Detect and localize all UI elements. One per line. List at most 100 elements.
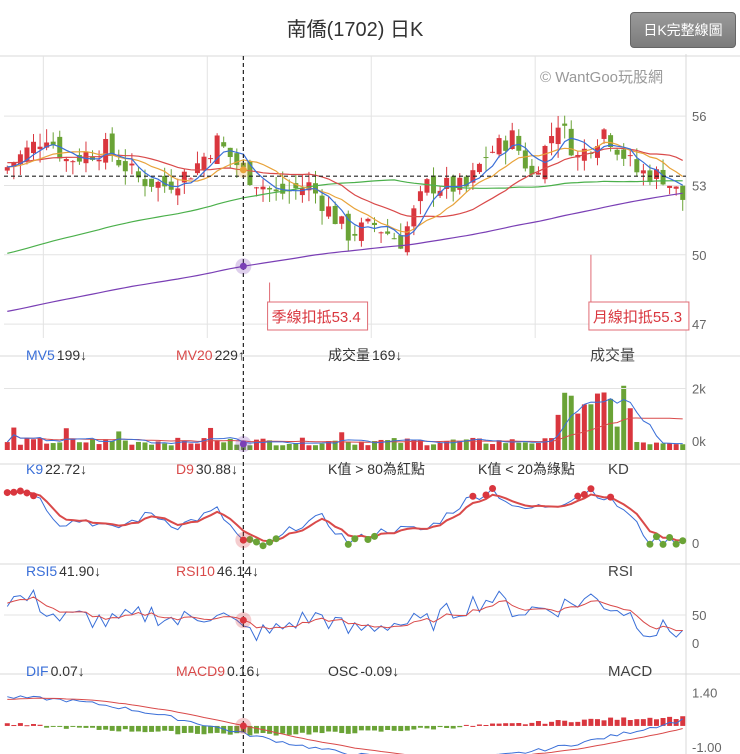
osc-bar <box>299 725 305 733</box>
candle-body <box>470 170 476 183</box>
k-overbought-dot <box>16 487 24 495</box>
osc-bar <box>516 723 522 726</box>
volume-bar <box>103 439 109 450</box>
osc-bar <box>588 718 594 726</box>
indicator-header: K9 22.72↓ <box>26 461 87 477</box>
candle-body <box>273 189 279 192</box>
k-line <box>7 487 683 547</box>
osc-bar <box>594 719 600 726</box>
k-overbought-dot <box>489 484 497 492</box>
volume-bar <box>24 437 30 450</box>
osc-bar <box>306 725 312 735</box>
candle-body <box>372 222 378 226</box>
candle-body <box>221 142 227 147</box>
volume-tick-label: 0k <box>692 434 706 449</box>
osc-bar <box>385 725 391 731</box>
macd-tick-label: -1.00 <box>692 740 722 754</box>
k-oversold-dot <box>246 535 254 543</box>
volume-bar <box>555 414 561 450</box>
k-overbought-dot <box>30 492 38 500</box>
volume-bar <box>614 426 620 450</box>
osc-bar <box>37 724 43 726</box>
volume-bar <box>267 440 273 450</box>
osc-bar <box>378 725 384 732</box>
osc-bar <box>444 725 450 729</box>
k-overbought-dot <box>482 491 490 499</box>
volume-bar <box>83 442 89 450</box>
volume-bar <box>227 438 233 450</box>
dif-line <box>7 695 683 754</box>
candle-body <box>149 178 155 187</box>
rsi-tick-label: 50 <box>692 608 706 623</box>
volume-bar <box>17 444 23 450</box>
osc-bar <box>417 725 423 728</box>
osc-bar <box>194 725 200 734</box>
volume-bar <box>280 445 286 450</box>
candle-body <box>37 146 43 150</box>
volume-bar <box>253 439 259 450</box>
candle-body <box>234 153 240 166</box>
volume-bar <box>522 442 528 450</box>
k-overbought-dot <box>587 485 595 493</box>
osc-bar <box>575 721 581 726</box>
candle-body <box>614 149 620 155</box>
price-tick-label: 50 <box>692 248 706 263</box>
candle-body <box>194 163 200 174</box>
volume-bar <box>11 427 17 450</box>
volume-bar <box>549 438 555 450</box>
candle-body <box>247 160 253 185</box>
osc-bar <box>162 725 168 731</box>
candle-body <box>555 127 561 145</box>
volume-bar <box>529 443 535 450</box>
indicator-header: DIF 0.07↓ <box>26 663 85 679</box>
volume-bar <box>647 444 653 450</box>
crosshair-marker <box>239 166 247 174</box>
candle-body <box>4 167 10 171</box>
osc-bar <box>535 721 541 726</box>
annotation-box <box>588 301 690 331</box>
full-chart-button[interactable]: 日K完整線圖 <box>630 12 736 48</box>
volume-bar <box>627 408 633 450</box>
osc-bar <box>673 719 679 726</box>
osc-bar <box>201 725 207 735</box>
osc-bar <box>529 722 535 726</box>
candle-body <box>522 150 528 169</box>
k-oversold-dot <box>259 542 267 550</box>
osc-bar <box>404 725 410 731</box>
chart-title: 南僑(1702) 日K <box>0 0 740 54</box>
crosshair-marker <box>239 262 247 270</box>
indicator-header: RSI5 41.90↓ <box>26 563 101 579</box>
candle-body <box>116 160 122 166</box>
candle-body <box>260 186 266 190</box>
annotation-label: 季線扣抵53.4 <box>272 309 361 326</box>
chart-grid <box>0 54 740 754</box>
ma120-line <box>7 192 683 312</box>
candle-body <box>293 183 299 189</box>
candle-body <box>332 205 338 225</box>
volume-bar <box>194 443 200 450</box>
volume-bar <box>70 438 76 450</box>
candle-body <box>549 135 555 144</box>
candle-body <box>516 135 522 151</box>
candle-body <box>667 185 673 188</box>
crosshair-marker <box>239 536 247 544</box>
volume-bar <box>155 441 161 450</box>
osc-bar <box>76 725 82 728</box>
osc-bar <box>83 725 89 728</box>
kd-note: K值 > 80為紅點 <box>328 461 425 477</box>
candle-body <box>640 170 646 174</box>
volume-bar <box>234 444 240 450</box>
volume-bar <box>568 395 574 450</box>
volume-bar <box>503 443 509 450</box>
panel-label: MACD <box>608 663 652 680</box>
panel-label: 成交量 <box>590 346 635 364</box>
osc-bar <box>116 725 122 732</box>
volume-bar <box>122 440 128 450</box>
k-oversold-dot <box>351 535 359 543</box>
macd-tick-label: 1.40 <box>692 686 717 701</box>
osc-bar <box>555 720 561 726</box>
chart-title-text: 南僑(1702) 日K <box>286 18 424 41</box>
volume-bar <box>581 404 587 450</box>
macd9-line <box>7 697 683 754</box>
